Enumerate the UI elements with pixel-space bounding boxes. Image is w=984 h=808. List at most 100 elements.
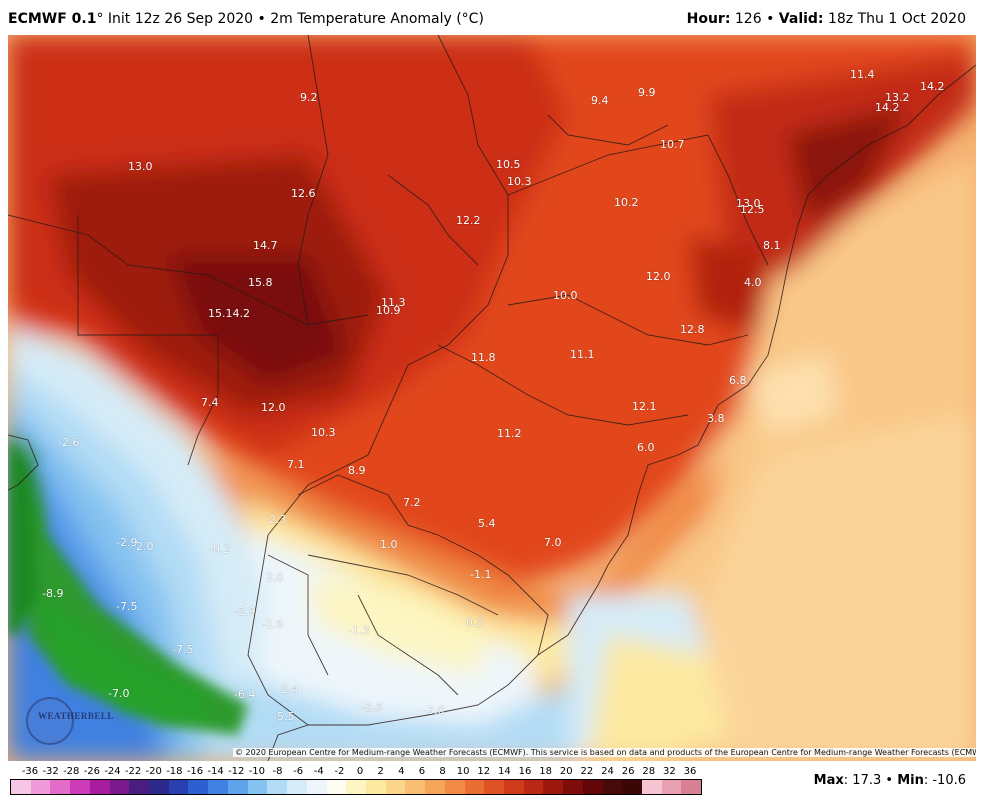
anomaly-label: 10.3 [311,426,336,439]
colorbar-tick-label: -10 [248,766,266,777]
colorbar-tick-label: 10 [456,766,470,777]
anomaly-label: 10.5 [496,158,521,171]
anomaly-label: -2.9 [234,605,256,618]
colorbar-swatch [405,780,426,794]
colorbar-tick-label: 32 [663,766,676,777]
header-bar: ECMWF 0.1° Init 12z 26 Sep 2020 • 2m Tem… [0,0,984,34]
colorbar-swatch [287,780,307,794]
colorbar-tick-label: -22 [124,766,142,777]
weatherbell-logo: WEATHERBELL [26,695,118,745]
anomaly-label: 10.3 [507,175,532,188]
min-label: Min [897,773,924,788]
anomaly-label: 12.8 [680,323,705,336]
anomaly-label: -7.5 [116,600,138,613]
colorbar-tick-label: 2 [377,766,384,777]
anomaly-label: 10.2 [614,196,639,209]
valid-value: 18z Thu 1 Oct 2020 [827,11,966,27]
anomaly-label: 12.6 [291,187,316,200]
colorbar-swatch [582,780,603,794]
colorbar-tick-label: 28 [642,766,656,777]
anomaly-label: 5.4 [478,517,496,530]
map-field [8,35,976,761]
anomaly-label: 11.1 [570,348,595,361]
colorbar-tick-label: 18 [539,766,552,777]
colorbar-swatch [168,780,189,794]
hour-label: Hour: [686,11,731,27]
colorbar-swatch [523,780,544,794]
colorbar-swatch [70,780,90,794]
colorbar-swatch [602,780,623,794]
anomaly-label: 7.4 [201,396,219,409]
anomaly-label: 3.8 [707,412,725,425]
colorbar-tick-label: -36 [21,766,39,777]
max-min-readout: Max: 17.3 • Min: -10.6 [813,773,966,788]
colorbar-tick-label: -14 [207,766,224,777]
colorbar-tick-label: -20 [145,766,162,777]
title: ECMWF 0.1° Init 12z 26 Sep 2020 • 2m Tem… [8,11,484,27]
anomaly-label: 9.4 [591,94,609,107]
colorbar-tick-label: 20 [559,766,573,777]
hour-value: 126 [734,11,762,27]
anomaly-label: -1.6 [262,618,284,631]
colorbar-tick-label: 14 [498,766,511,777]
anomaly-label: 10.0 [553,289,578,302]
anomaly-label: -2.6 [361,701,383,714]
colorbar-tick-label: 26 [621,766,635,777]
max-label: Max [813,773,844,788]
colorbar-tick-label: 0 [356,766,364,777]
colorbar-tick-label: -16 [186,766,204,777]
anomaly-label: 9.2 [300,91,318,104]
temperature-anomaly-map: 9.2 9.4 9.9 11.4 14.2 13.2 14.2 13.0 12.6 10.5 10.… [8,35,976,761]
colorbar-ticks: -36 -32 -28 -26 -24 -22 -20 -18 -16 -14 -12 -10 -8 -6… [10,766,710,778]
colorbar-tick-label: 22 [580,766,594,777]
colorbar-swatch [425,780,445,794]
anomaly-label: 10.7 [660,138,685,151]
anomaly-label: 15.8 [248,276,273,289]
anomaly-label: -8.9 [42,587,64,600]
colorbar-swatch [543,780,564,794]
anomaly-label: 9.9 [638,86,656,99]
anomaly-label: -5.5 [273,710,295,723]
anomaly-label: 8.1 [763,239,781,252]
anomaly-label: -2.6 [58,436,80,449]
colorbar-tick-label: -32 [42,766,59,777]
anomaly-label: 2.4 [281,683,299,696]
valid-time: Hour: 126 • Valid: 18z Thu 1 Oct 2020 [686,11,966,27]
colorbar-swatch [30,780,51,794]
anomaly-label: 2.0 [136,540,154,553]
anomaly-label: 1.0 [380,538,398,551]
anomaly-label: 7.1 [287,458,305,471]
anomaly-label: 11.8 [471,351,496,364]
colorbar-swatch [149,780,169,794]
anomaly-label: 11.2 [497,427,522,440]
anomaly-label: 12.5 [740,203,765,216]
colorbar-swatch [622,780,642,794]
colorbar-swatch [50,780,71,794]
colorbar-tick-label: 16 [518,766,532,777]
logo-globe-icon [26,697,74,745]
colorbar-tick-label: -4 [313,766,324,777]
anomaly-label: 15.14.2 [208,307,250,320]
anomaly-label: -0.2 [209,543,231,556]
colorbar-swatch [11,780,31,794]
anomaly-label: -2.9 [116,536,138,549]
run-info: ° Init 12z 26 Sep 2020 • 2m Temperature … [96,11,484,27]
anomaly-label: 13.0 [736,197,761,210]
anomaly-label: 13.0 [128,160,153,173]
colorbar-tick-label: -18 [166,766,183,777]
colorbar-swatch [661,780,682,794]
colorbar-swatch [188,780,209,794]
colorbar-swatch [89,780,110,794]
anomaly-label: -7.5 [172,643,194,656]
anomaly-label: 12.0 [646,270,671,283]
anomaly-label: 11.3 [381,296,406,309]
colorbar-tick-label: 6 [418,766,426,777]
anomaly-label: 6.0 [637,441,655,454]
anomaly-label: -1.3 [348,624,370,637]
logo-text: WEATHERBELL [38,711,114,721]
colorbar-swatch [464,780,485,794]
colorbar-tick-label: -28 [63,766,80,777]
colorbar-swatch [484,780,504,794]
colorbar-tick-label: -26 [83,766,101,777]
anomaly-label: -6.4 [234,688,256,701]
